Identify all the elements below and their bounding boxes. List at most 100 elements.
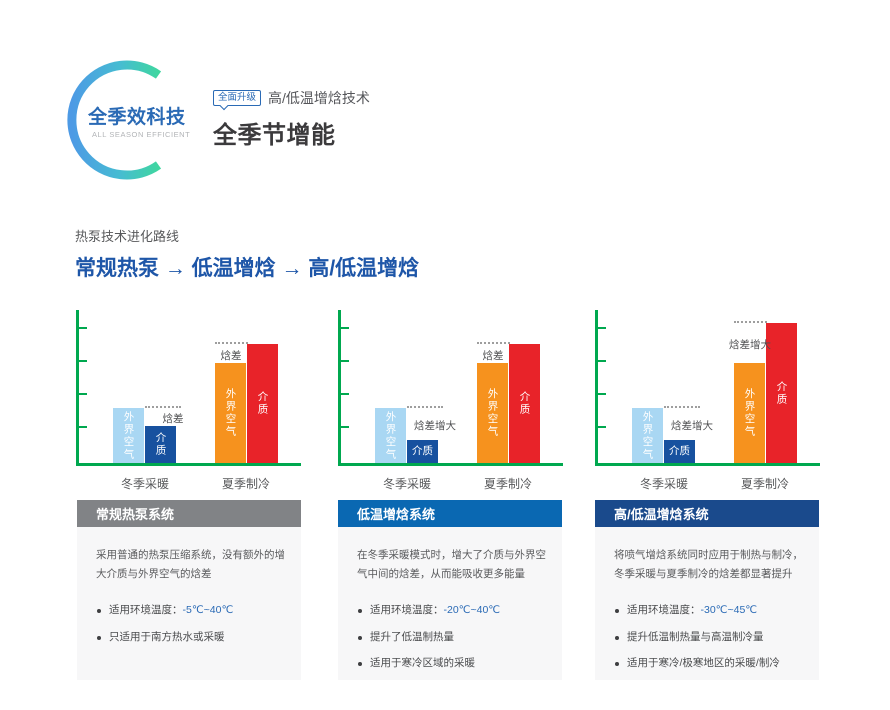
system-card: 高/低温增焓系统 将喷气增焓系统同时应用于制热与制冷，冬季采暖与夏季制冷的焓差都显…	[595, 500, 819, 680]
charts-row: 外界空气 介质 焓差 冬季采暖 外界空气 介质 焓差 夏季制冷 外界空气 介质 焓差增大 冬季采暖 外界…	[0, 305, 890, 500]
bar-label: 介质	[518, 391, 531, 416]
system-card: 常规热泵系统采用普通的热泵压缩系统，没有额外的增大介质与外界空气的焓差适用环境温…	[77, 500, 301, 680]
bullet-dot-icon	[358, 609, 362, 613]
temperature-range: -5℃~40℃	[182, 604, 234, 616]
card-body: 采用普通的热泵压缩系统，没有额外的增大介质与外界空气的焓差适用环境温度：-5℃~…	[77, 527, 301, 680]
y-axis-tick	[79, 360, 87, 362]
y-axis-tick	[341, 327, 349, 329]
y-axis-tick	[598, 360, 606, 362]
card-title: 常规热泵系统	[77, 500, 301, 527]
bar-chart: 外界空气 介质 焓差 冬季采暖 外界空气 介质 焓差 夏季制冷	[76, 305, 301, 497]
brand-name: 全季效科技	[88, 107, 186, 128]
bullet-text: 适用于寒冷/极寒地区的采暖/制冷	[627, 657, 780, 670]
bar-chart: 外界空气 介质 焓差增大 冬季采暖 外界空气 介质 焓差 夏季制冷	[338, 305, 563, 497]
bullet-dot-icon	[97, 609, 101, 613]
bullet-dot-icon	[615, 662, 619, 667]
card-bullet-list: 适用环境温度：-20℃~40℃ 提升了低温制热量适用于寒冷区域的采暖	[357, 604, 550, 671]
enthalpy-gap-label: 焓差增大	[414, 420, 456, 432]
card-description: 将喷气增焓系统同时应用于制热与制冷，冬季采暖与夏季制冷的焓差都显著提升	[614, 549, 803, 580]
season-ring-icon	[67, 60, 162, 180]
card-bullet: 只适用于南方热水或采暖	[96, 631, 289, 645]
bar-label: 介质	[256, 391, 269, 416]
bullet-dot-icon	[358, 662, 362, 667]
brand-subtitle: ALL SEASON EFFICIENT	[92, 130, 191, 139]
enthalpy-gap-label: 焓差	[482, 349, 504, 362]
y-axis-tick	[341, 426, 349, 428]
bar-label: 介质	[669, 445, 690, 458]
bar-label: 外界空气	[743, 388, 756, 438]
bar-外界空气: 外界空气	[215, 363, 246, 463]
bar-介质: 介质	[664, 440, 695, 463]
card-bullet: 适用于寒冷/极寒地区的采暖/制冷	[614, 657, 807, 671]
bar-介质: 介质	[407, 440, 438, 463]
card-bullet: 适用于寒冷区域的采暖	[357, 657, 550, 671]
bar-外界空气: 外界空气	[734, 363, 765, 463]
title-top-row: 全面升级 高/低温增焓技术	[213, 88, 370, 108]
x-axis	[338, 463, 563, 466]
bullet-dot-icon	[615, 609, 619, 613]
y-axis-tick	[598, 426, 606, 428]
tagline: 高/低温增焓技术	[268, 90, 370, 106]
bullet-text: 适用环境温度：-30℃~45℃	[627, 604, 758, 616]
bullet-dot-icon	[615, 635, 619, 640]
category-label: 冬季采暖	[120, 477, 169, 491]
enthalpy-gap-label: 焓差增大	[671, 420, 713, 432]
bar-label: 介质	[775, 380, 788, 406]
bar-介质: 介质	[145, 426, 176, 463]
brand-logo: 全季效科技 ALL SEASON EFFICIENT	[64, 57, 190, 183]
card-title: 高/低温增焓系统	[595, 500, 819, 527]
bar-外界空气: 外界空气	[632, 408, 663, 463]
bullet-text: 适用环境温度：-5℃~40℃	[109, 604, 234, 616]
x-axis	[595, 463, 820, 466]
card-description: 采用普通的热泵压缩系统，没有额外的增大介质与外界空气的焓差	[96, 549, 285, 580]
enthalpy-dashed-line	[407, 406, 443, 408]
bar-介质: 介质	[509, 344, 540, 463]
bar-label: 外界空气	[384, 410, 397, 461]
y-axis	[338, 310, 341, 466]
bar-介质: 介质	[247, 344, 278, 463]
title-block: 全面升级 高/低温增焓技术 全季节增能	[213, 88, 370, 150]
category-label: 夏季制冷	[221, 477, 270, 491]
bar-label: 外界空气	[122, 410, 135, 461]
bar-chart: 外界空气 介质 焓差增大 冬季采暖 外界空气 介质 焓差增大 夏季制冷	[595, 305, 820, 497]
enthalpy-dashed-line	[215, 342, 248, 344]
card-bullet-list: 适用环境温度：-5℃~40℃ 只适用于南方热水或采暖	[96, 604, 289, 644]
y-axis-tick	[598, 393, 606, 395]
card-body: 在冬季采暖模式时，增大了介质与外界空气中间的焓差，从而能吸收更多能量适用环境温度…	[338, 527, 562, 680]
evolution-path: 常规热泵 → 低温增焓 → 高/低温增焓	[75, 257, 420, 280]
y-axis-tick	[79, 426, 87, 428]
enthalpy-dashed-line	[664, 406, 700, 408]
card-bullet: 适用环境温度：-20℃~40℃	[357, 604, 550, 618]
category-label: 冬季采暖	[639, 477, 688, 491]
bar-label: 介质	[412, 445, 433, 458]
bullet-dot-icon	[358, 635, 362, 640]
y-axis-tick	[341, 360, 349, 362]
card-title: 低温增焓系统	[338, 500, 562, 527]
card-body: 将喷气增焓系统同时应用于制热与制冷，冬季采暖与夏季制冷的焓差都显著提升适用环境温…	[595, 527, 819, 680]
enthalpy-gap-label: 焓差	[162, 413, 184, 425]
card-bullet-list: 适用环境温度：-30℃~45℃ 提升低温制热量与高温制冷量 适用于寒冷/极寒地区的采…	[614, 604, 807, 671]
cards-row: 常规热泵系统采用普通的热泵压缩系统，没有额外的增大介质与外界空气的焓差适用环境温…	[0, 500, 890, 685]
upgrade-badge: 全面升级	[213, 89, 262, 107]
bullet-text: 提升了低温制热量	[370, 630, 454, 643]
y-axis-tick	[79, 327, 87, 329]
page-title: 全季节增能	[213, 122, 336, 149]
bar-外界空气: 外界空气	[375, 408, 406, 463]
bar-label: 外界空气	[224, 388, 237, 438]
bar-label: 外界空气	[641, 410, 654, 461]
bar-label: 介质	[154, 432, 167, 457]
enthalpy-dashed-line	[734, 321, 767, 323]
y-axis-tick	[341, 393, 349, 395]
card-description: 在冬季采暖模式时，增大了介质与外界空气中间的焓差，从而能吸收更多能量	[357, 549, 546, 580]
bullet-dot-icon	[97, 635, 101, 640]
card-bullet: 提升了低温制热量	[357, 631, 550, 645]
y-axis	[595, 310, 598, 466]
category-label: 冬季采暖	[382, 477, 431, 491]
x-axis	[76, 463, 301, 466]
y-axis-tick	[79, 393, 87, 395]
temperature-range: -20℃~40℃	[443, 604, 501, 616]
bullet-text: 适用环境温度：-20℃~40℃	[370, 604, 501, 616]
category-label: 夏季制冷	[740, 477, 789, 491]
enthalpy-dashed-line	[145, 406, 181, 408]
